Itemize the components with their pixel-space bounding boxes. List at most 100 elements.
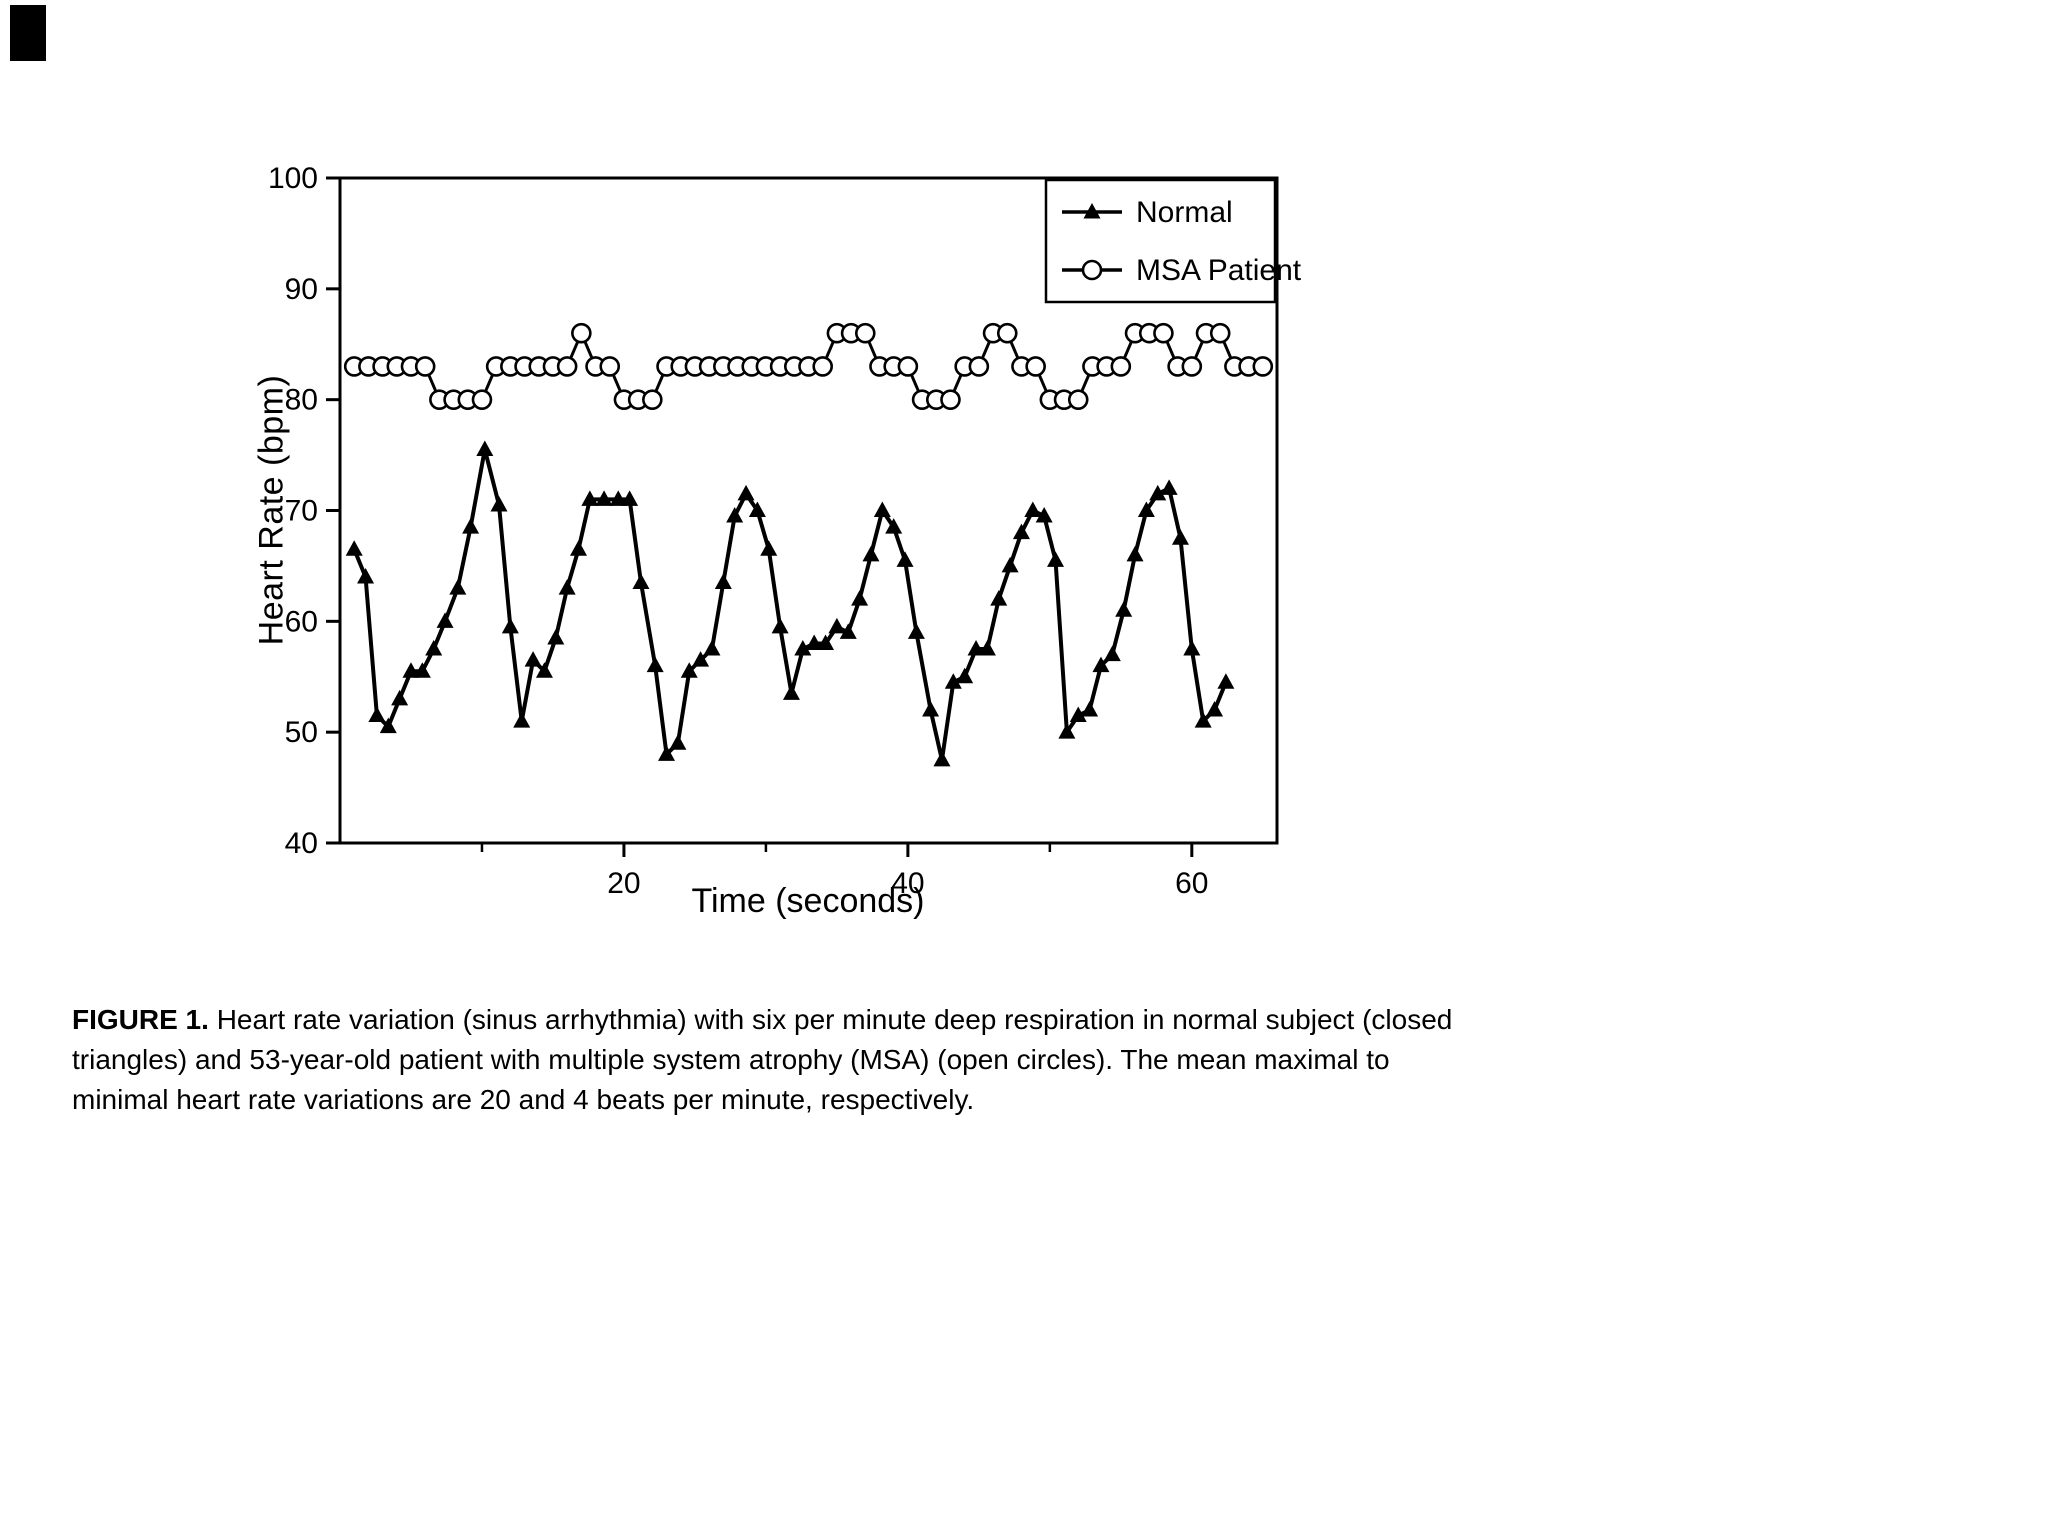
open-circle-marker [571, 322, 592, 344]
triangle-marker [1069, 706, 1087, 723]
triangle-marker [851, 590, 869, 606]
triangle-marker [817, 634, 835, 650]
x-axis-title: Time (seconds) [691, 882, 925, 920]
open-circle-marker [1025, 356, 1046, 377]
y-tick-label: 50 [285, 716, 318, 749]
triangle-marker [828, 617, 846, 634]
open-circle-marker [414, 356, 436, 377]
triangle-marker [703, 640, 721, 656]
y-axis-title: Heart Rate (bpm) [252, 374, 291, 646]
open-circle-marker [642, 389, 663, 410]
triangle-marker [1194, 712, 1212, 728]
triangle-marker [413, 662, 431, 678]
triangle-marker [726, 507, 744, 523]
triangle-marker [345, 540, 363, 556]
open-circle-marker [1110, 356, 1132, 377]
legend: Normal MSA Patient [1044, 178, 1302, 304]
triangle-marker [885, 518, 903, 534]
triangle-marker [990, 590, 1008, 606]
triangle-marker [368, 706, 386, 723]
open-circle-marker [1209, 322, 1231, 344]
triangle-marker [692, 651, 710, 667]
open-circle-marker [812, 356, 833, 377]
triangle-marker [922, 701, 940, 717]
triangle-marker [1103, 645, 1121, 662]
triangle-marker [748, 501, 766, 517]
triangle-marker [1012, 523, 1030, 540]
triangle-marker [1206, 701, 1224, 717]
triangle-marker [782, 684, 800, 700]
x-tick-label: 20 [607, 867, 640, 900]
triangle-marker [357, 568, 375, 584]
triangle-marker [513, 712, 531, 728]
triangle-marker [805, 634, 823, 650]
triangle-marker [862, 545, 880, 562]
triangle-marker [1149, 484, 1167, 501]
legend-label: MSA Patient [1136, 254, 1302, 287]
legend-box [1044, 178, 1277, 304]
triangle-marker [737, 484, 755, 501]
triangle-marker [462, 518, 480, 534]
triangle-marker [621, 490, 639, 506]
y-tick-label: 100 [268, 162, 318, 195]
triangle-marker [449, 579, 467, 595]
open-circle-marker [556, 356, 578, 377]
triangle-marker [595, 490, 613, 506]
triangle-marker [547, 628, 565, 645]
triangle-marker [873, 501, 891, 517]
triangle-marker [391, 689, 409, 706]
triangle-marker [501, 617, 519, 634]
x-tick-label: 60 [1175, 867, 1208, 900]
y-tick-label: 40 [285, 827, 318, 860]
open-circle-marker [968, 356, 990, 377]
triangle-marker [632, 573, 650, 590]
open-circle-marker [1181, 356, 1203, 377]
triangle-marker [1126, 545, 1144, 562]
triangle-marker [490, 495, 508, 512]
triangle-marker [436, 612, 454, 628]
x-tick-label: 40 [891, 867, 924, 900]
triangle-marker [839, 623, 857, 639]
triangle-marker [646, 656, 664, 673]
triangle-marker [978, 640, 996, 656]
open-circle-marker [940, 389, 961, 410]
triangle-marker [794, 640, 812, 656]
triangle-marker [1217, 673, 1235, 689]
open-circle-marker [471, 389, 493, 410]
open-circle-marker [599, 356, 621, 377]
y-tick-label: 80 [285, 384, 318, 417]
triangle-marker [907, 623, 925, 639]
scan-artifact [10, 5, 46, 61]
triangle-marker [1058, 723, 1076, 739]
triangle-marker [558, 579, 576, 595]
triangle-marker [1171, 529, 1189, 545]
figure-caption-label: FIGURE 1. [72, 1004, 209, 1035]
triangle-marker [967, 640, 985, 656]
chart-svg: 40 50 60 70 80 90 100 20 40 60 Normal MSA Patient [268, 162, 1302, 900]
triangle-marker [1092, 656, 1110, 673]
x-axis: 20 40 60 [480, 843, 1209, 900]
triangle-marker [570, 540, 588, 556]
triangle-marker [771, 617, 789, 634]
legend-label: Normal [1136, 196, 1233, 229]
series-normal [345, 440, 1235, 767]
triangle-marker [896, 551, 914, 567]
triangle-marker [944, 673, 962, 689]
triangle-marker [956, 667, 974, 684]
triangle-marker [760, 540, 778, 556]
triangle-marker [1183, 640, 1201, 656]
open-circle-marker [854, 322, 876, 344]
triangle-marker [609, 490, 627, 506]
triangle-marker [1115, 601, 1133, 617]
triangle-marker [425, 640, 443, 656]
triangle-marker [1001, 556, 1019, 573]
triangle-marker [1081, 701, 1099, 717]
figure-caption-text: Heart rate variation (sinus arrhythmia) … [72, 1004, 1453, 1115]
series-msa-patient [343, 322, 1274, 410]
triangle-marker [669, 734, 687, 750]
figure-caption: FIGURE 1. Heart rate variation (sinus ar… [72, 1000, 1472, 1119]
triangle-marker [680, 662, 698, 678]
y-axis: 40 50 60 70 80 90 100 [268, 162, 340, 860]
open-circle-marker [1067, 389, 1089, 410]
